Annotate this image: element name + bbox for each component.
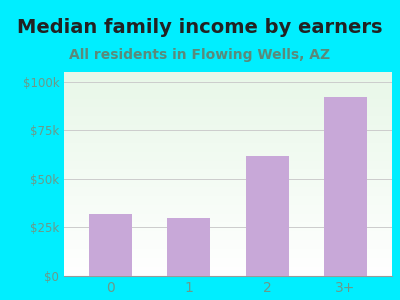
Bar	[324, 97, 367, 276]
Text: Median family income by earners: Median family income by earners	[17, 18, 383, 37]
Bar	[168, 218, 210, 276]
Bar	[246, 155, 288, 276]
Text: All residents in Flowing Wells, AZ: All residents in Flowing Wells, AZ	[70, 48, 330, 62]
Bar	[89, 214, 132, 276]
